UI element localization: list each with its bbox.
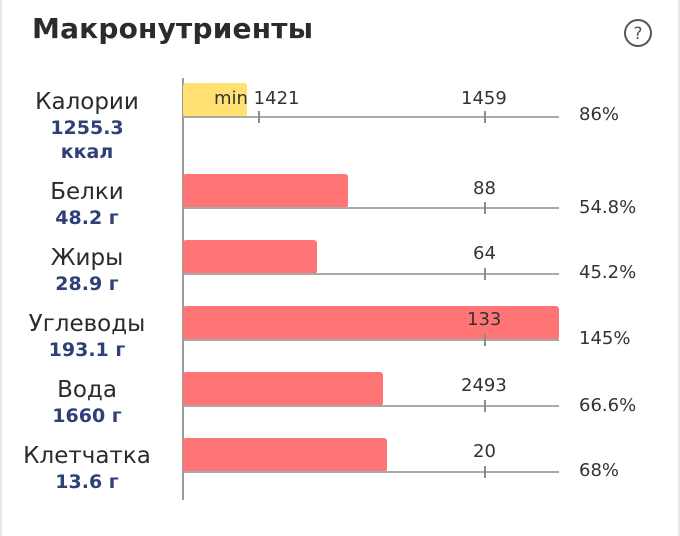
- percent-label: 66.6%: [579, 395, 637, 416]
- calories-bar: [183, 83, 247, 117]
- row-baseline: [183, 405, 559, 407]
- target-label: 64: [473, 243, 496, 264]
- target-tick: [484, 334, 486, 346]
- nutrient-value: 1255.3: [50, 117, 124, 139]
- chart-axis: [182, 78, 184, 500]
- percent-label: 54.8%: [579, 197, 637, 218]
- row-baseline: [183, 273, 559, 275]
- target-label: 88: [473, 178, 496, 199]
- row-label-fat: Жиры 28.9 г: [2, 244, 172, 296]
- percent-label: 68%: [579, 460, 620, 481]
- target-label: 1459: [461, 88, 507, 109]
- target-tick: [484, 466, 486, 478]
- protein-bar: [183, 174, 348, 208]
- percent-label: 86%: [579, 104, 620, 125]
- nutrient-name: Калории: [35, 89, 139, 115]
- carbs-bar: [183, 306, 559, 340]
- target-label: 133: [467, 309, 502, 330]
- nutrient-value: 48.2 г: [55, 207, 119, 229]
- target-tick: [484, 400, 486, 412]
- row-label-carbs: Углеводы 193.1 г: [2, 310, 172, 362]
- nutrient-value: 193.1 г: [48, 339, 126, 361]
- target-tick: [484, 111, 486, 123]
- nutrient-name: Клетчатка: [23, 443, 151, 469]
- row-label-fiber: Клетчатка 13.6 г: [2, 442, 172, 494]
- nutrient-name: Углеводы: [28, 311, 146, 337]
- row-label-water: Вода 1660 г: [2, 376, 172, 428]
- nutrient-value: 1660 г: [52, 405, 122, 427]
- question-circle-icon[interactable]: ?: [623, 18, 653, 48]
- fat-bar: [183, 240, 317, 274]
- nutrient-name: Жиры: [50, 245, 124, 271]
- row-baseline: [183, 339, 559, 341]
- nutrient-name: Белки: [50, 179, 124, 205]
- percent-label: 45.2%: [579, 262, 637, 283]
- nutrient-value: 13.6 г: [55, 471, 119, 493]
- row-baseline: [183, 116, 559, 118]
- fiber-bar: [183, 438, 387, 472]
- target-tick: [484, 202, 486, 214]
- row-label-protein: Белки 48.2 г: [2, 178, 172, 230]
- min-label: min 1421: [214, 88, 300, 109]
- page-title: Макронутриенты: [32, 12, 314, 45]
- nutrient-value: 28.9 г: [55, 273, 119, 295]
- target-label: 20: [473, 441, 496, 462]
- water-bar: [183, 372, 383, 406]
- nutrient-unit: ккал: [60, 141, 114, 163]
- svg-text:?: ?: [633, 24, 642, 44]
- row-baseline: [183, 207, 559, 209]
- min-tick: [258, 111, 260, 123]
- row-label-calories: Калории 1255.3 ккал: [2, 88, 172, 164]
- row-baseline: [183, 471, 559, 473]
- percent-label: 145%: [579, 328, 631, 349]
- target-tick: [484, 268, 486, 280]
- nutrient-name: Вода: [57, 377, 117, 403]
- target-label: 2493: [461, 375, 507, 396]
